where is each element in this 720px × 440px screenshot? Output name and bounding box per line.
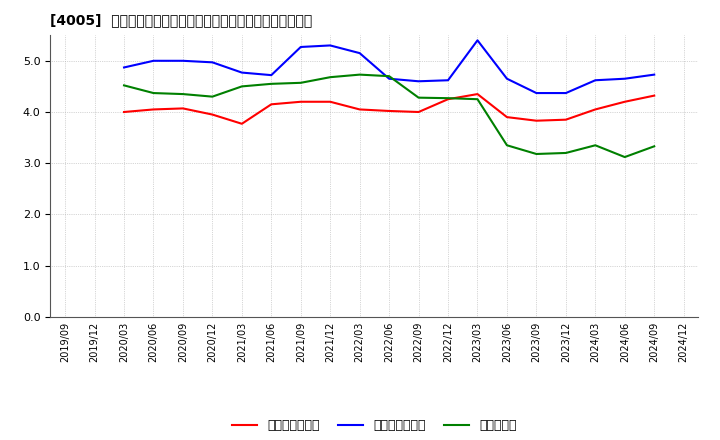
在庫回転率 (621, 154, 629, 160)
売上債権回転率 (238, 121, 246, 126)
売上債権回転率 (297, 99, 305, 104)
在庫回転率 (267, 81, 276, 87)
買入債務回転率 (532, 90, 541, 95)
買入債務回転率 (297, 44, 305, 50)
在庫回転率 (503, 143, 511, 148)
買入債務回転率 (120, 65, 128, 70)
Line: 在庫回転率: 在庫回転率 (124, 75, 654, 157)
在庫回転率 (297, 80, 305, 85)
在庫回転率 (444, 95, 452, 101)
売上債権回転率 (562, 117, 570, 122)
在庫回転率 (384, 73, 393, 79)
売上債権回転率 (591, 107, 600, 112)
売上債権回転率 (503, 114, 511, 120)
在庫回転率 (414, 95, 423, 100)
売上債権回転率 (356, 107, 364, 112)
買入債務回転率 (444, 77, 452, 83)
買入債務回転率 (356, 51, 364, 56)
在庫回転率 (179, 92, 187, 97)
在庫回転率 (208, 94, 217, 99)
在庫回転率 (591, 143, 600, 148)
在庫回転率 (356, 72, 364, 77)
在庫回転率 (532, 151, 541, 157)
在庫回転率 (326, 74, 335, 80)
在庫回転率 (120, 83, 128, 88)
買入債務回転率 (621, 76, 629, 81)
在庫回転率 (562, 150, 570, 156)
Line: 売上債権回転率: 売上債権回転率 (124, 94, 654, 124)
買入債務回転率 (326, 43, 335, 48)
在庫回転率 (238, 84, 246, 89)
売上債権回転率 (326, 99, 335, 104)
買入債務回転率 (384, 76, 393, 81)
在庫回転率 (473, 96, 482, 102)
買入債務回転率 (591, 77, 600, 83)
売上債権回転率 (179, 106, 187, 111)
売上債権回転率 (149, 107, 158, 112)
在庫回転率 (650, 144, 659, 149)
買入債務回転率 (149, 58, 158, 63)
買入債務回転率 (267, 73, 276, 78)
買入債務回転率 (179, 58, 187, 63)
売上債権回転率 (444, 96, 452, 102)
買入債務回転率 (414, 79, 423, 84)
Text: [4005]  売上債権回転率、買入債務回転率、在庫回転率の推移: [4005] 売上債権回転率、買入債務回転率、在庫回転率の推移 (50, 13, 312, 27)
買入債務回転率 (238, 70, 246, 75)
売上債権回転率 (650, 93, 659, 98)
買入債務回転率 (208, 60, 217, 65)
売上債権回転率 (120, 110, 128, 115)
売上債権回転率 (267, 102, 276, 107)
買入債務回転率 (473, 38, 482, 43)
買入債務回転率 (503, 76, 511, 81)
売上債権回転率 (473, 92, 482, 97)
売上債権回転率 (384, 108, 393, 114)
在庫回転率 (149, 90, 158, 95)
売上債権回転率 (532, 118, 541, 123)
Line: 買入債務回転率: 買入債務回転率 (124, 40, 654, 93)
買入債務回転率 (562, 90, 570, 95)
Legend: 売上債権回転率, 買入債務回転率, 在庫回転率: 売上債権回転率, 買入債務回転率, 在庫回転率 (227, 414, 522, 437)
売上債権回転率 (208, 112, 217, 117)
売上債権回転率 (414, 110, 423, 115)
買入債務回転率 (650, 72, 659, 77)
売上債権回転率 (621, 99, 629, 104)
